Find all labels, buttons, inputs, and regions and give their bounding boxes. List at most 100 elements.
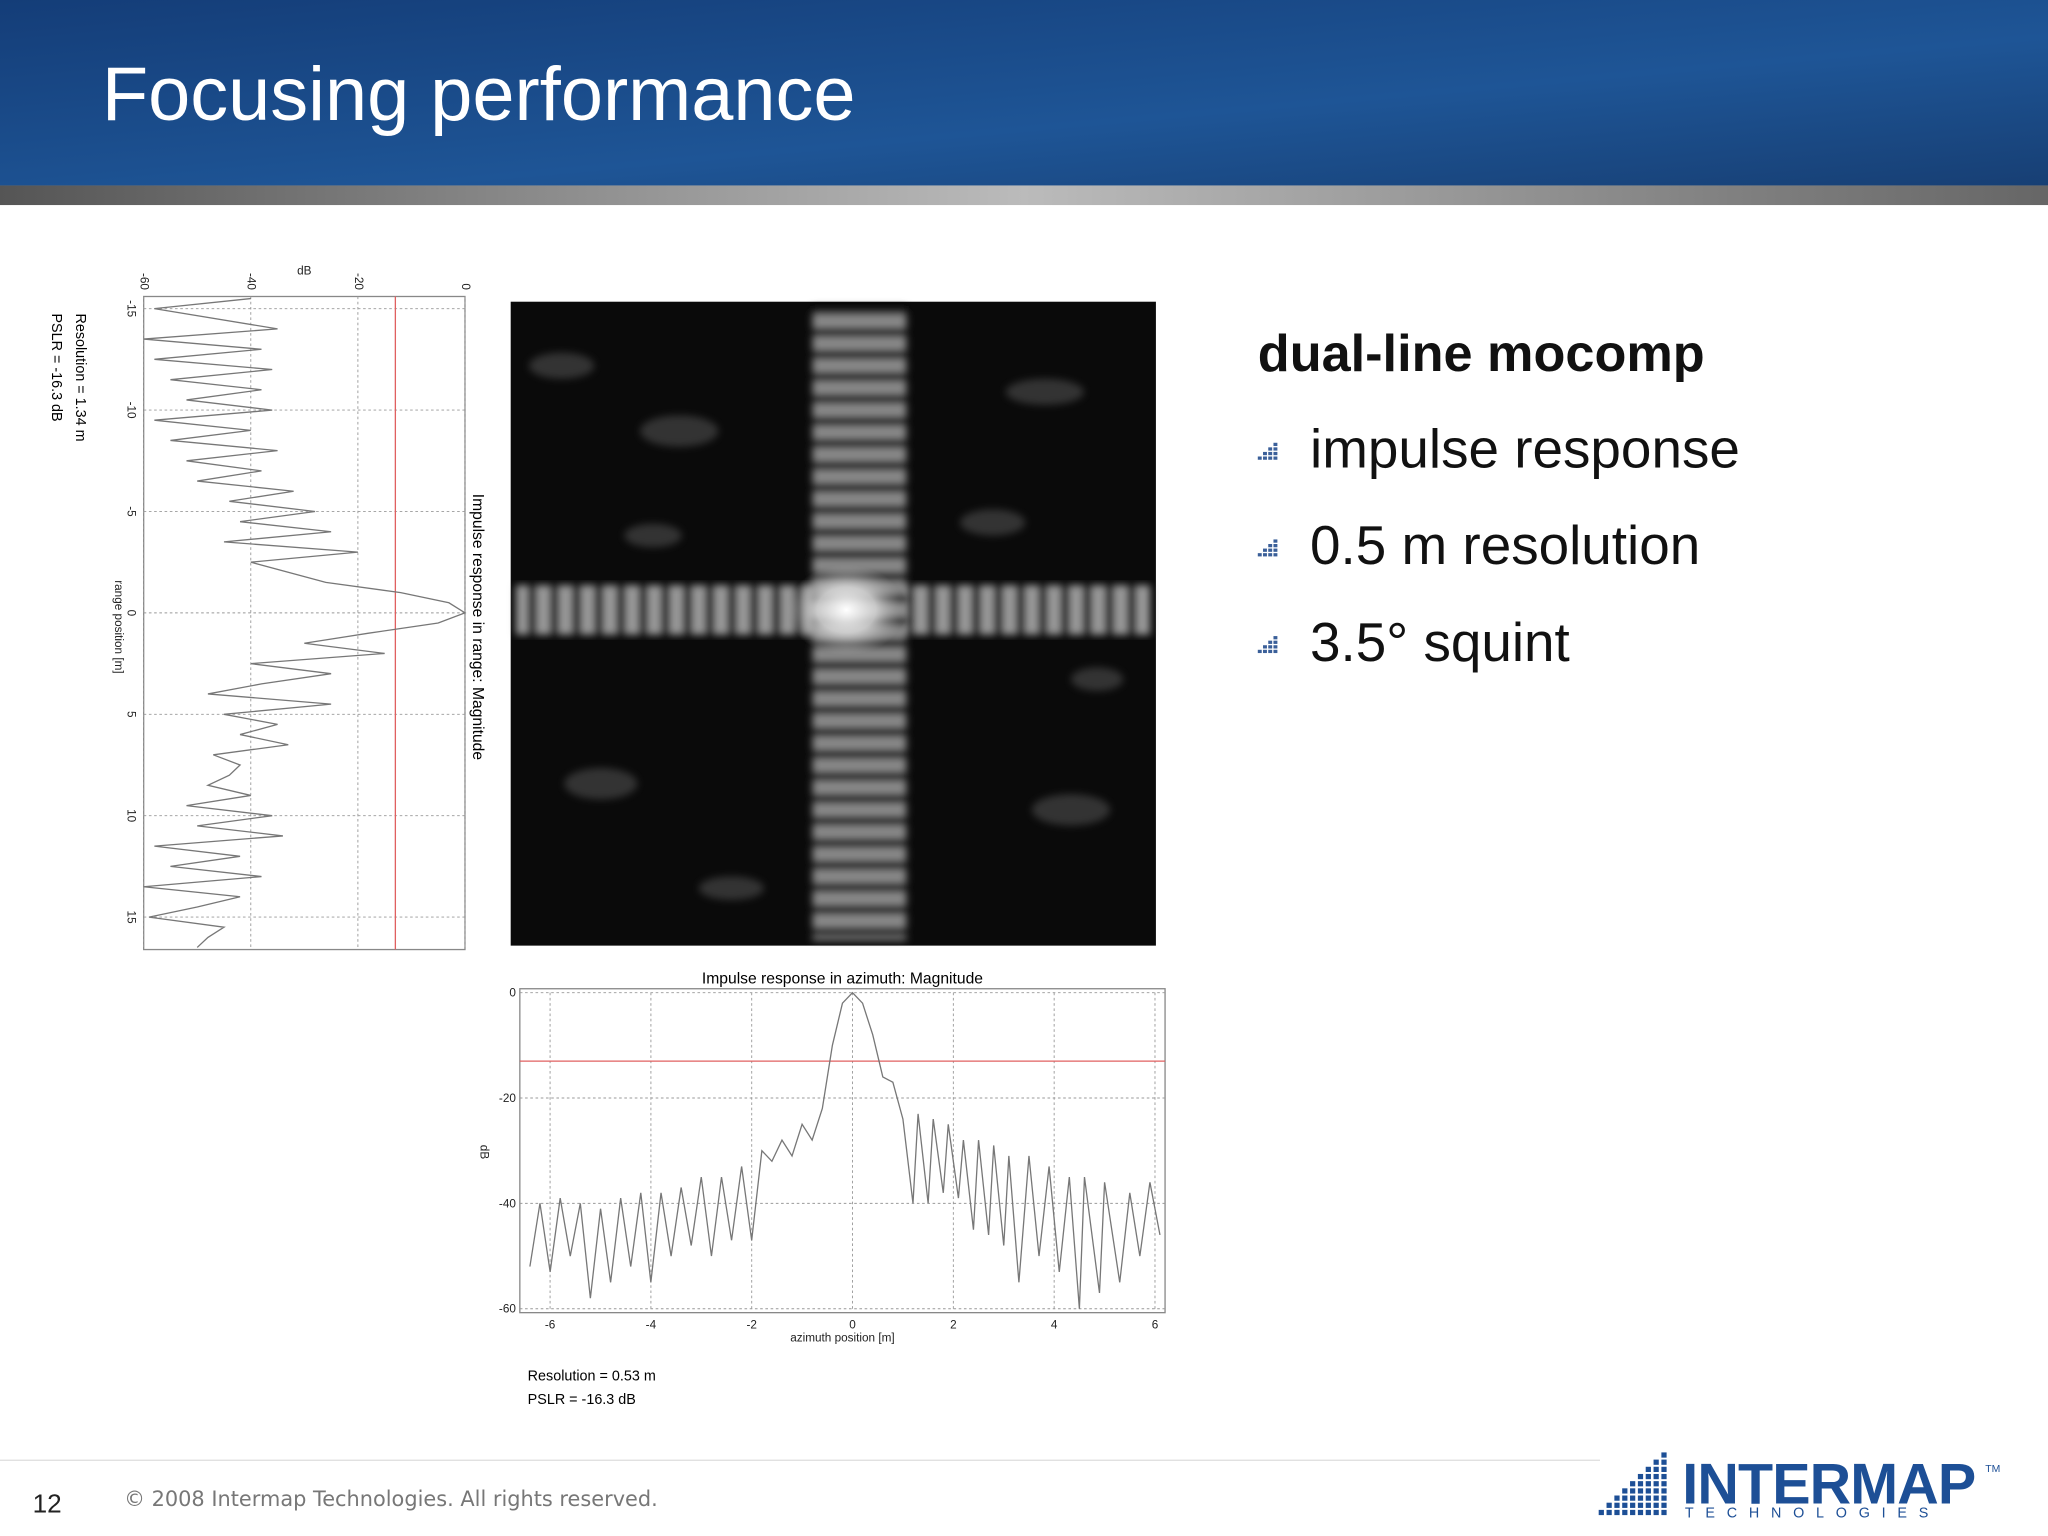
bullet-icon bbox=[1273, 548, 1278, 552]
logo-dot bbox=[1614, 1509, 1620, 1516]
bullet-icon bbox=[1268, 544, 1273, 548]
tick-label: -60 bbox=[499, 1303, 516, 1316]
logo-dot bbox=[1614, 1502, 1620, 1508]
bullet-icon bbox=[1273, 544, 1278, 548]
bullet-icon bbox=[1257, 553, 1262, 557]
impulse-curve bbox=[143, 297, 467, 948]
bullet-icon bbox=[1263, 456, 1267, 460]
logo-dot bbox=[1645, 1481, 1651, 1487]
logo-dot bbox=[1653, 1502, 1659, 1508]
logo-dot bbox=[1637, 1488, 1644, 1494]
plot-frame bbox=[519, 988, 1166, 1314]
tick-label: 0 bbox=[509, 987, 516, 1000]
bullet-text: impulse response bbox=[1310, 418, 1740, 480]
logo-dot bbox=[1661, 1466, 1667, 1472]
logo-dot bbox=[1614, 1495, 1620, 1501]
logo-dot bbox=[1645, 1473, 1651, 1480]
bullet-icon bbox=[1263, 553, 1267, 557]
logo-dot bbox=[1598, 1509, 1604, 1516]
plot-frame bbox=[143, 295, 466, 951]
tick-label: 0 bbox=[459, 283, 472, 290]
bullet-icon bbox=[1273, 636, 1278, 640]
tick-label: -20 bbox=[499, 1092, 516, 1105]
logo-dot bbox=[1645, 1502, 1651, 1508]
logo-dot bbox=[1653, 1488, 1659, 1494]
logo-dot bbox=[1653, 1509, 1659, 1516]
bullet-icon bbox=[1273, 640, 1278, 644]
logo-dot bbox=[1653, 1466, 1659, 1472]
tick-label: -4 bbox=[646, 1318, 657, 1331]
axis-label: dB bbox=[478, 1145, 491, 1160]
logo-dot bbox=[1606, 1509, 1612, 1516]
logo-dot bbox=[1630, 1488, 1636, 1494]
tick-label: -15 bbox=[125, 300, 138, 317]
bullet-icon bbox=[1268, 451, 1273, 456]
bullet-icon bbox=[1273, 456, 1278, 460]
logo-dot bbox=[1630, 1495, 1636, 1501]
tick-label: -5 bbox=[125, 506, 138, 517]
axis-label: dB bbox=[297, 264, 312, 277]
logo-dot bbox=[1661, 1495, 1667, 1501]
sar-image bbox=[510, 301, 1156, 946]
tick-label: -20 bbox=[352, 273, 365, 290]
tick-label: -40 bbox=[499, 1197, 516, 1210]
bullet-icon bbox=[1273, 539, 1278, 543]
tick-label: -60 bbox=[138, 273, 151, 290]
logo-dot bbox=[1661, 1502, 1667, 1508]
bullet-text: 0.5 m resolution bbox=[1310, 514, 1700, 576]
bullet-icon bbox=[1268, 640, 1273, 644]
logo-dot bbox=[1637, 1502, 1644, 1508]
logo-dot bbox=[1637, 1495, 1644, 1501]
logo-dot bbox=[1630, 1502, 1636, 1508]
bullet-icon bbox=[1273, 447, 1278, 451]
annotation: Resolution = 1.34 m bbox=[72, 313, 88, 441]
copyright: © 2008 Intermap Technologies. All rights… bbox=[124, 1487, 658, 1511]
logo-dot bbox=[1630, 1509, 1636, 1516]
tick-label: 5 bbox=[125, 711, 138, 718]
header-band bbox=[0, 0, 2048, 186]
chart-title: Impulse response in azimuth: Magnitude bbox=[702, 971, 983, 988]
bullet-icon bbox=[1263, 649, 1267, 654]
tick-label: 10 bbox=[125, 809, 138, 823]
bullet-icon bbox=[1268, 645, 1273, 649]
bullet-icon bbox=[1268, 548, 1273, 552]
bullet-icon bbox=[1273, 451, 1278, 456]
tick-label: 6 bbox=[1152, 1318, 1159, 1331]
logo-name: INTERMAP bbox=[1682, 1452, 1976, 1516]
axis-label: azimuth position [m] bbox=[790, 1331, 895, 1344]
bullet-icon bbox=[1263, 548, 1267, 552]
tick-label: -2 bbox=[746, 1318, 756, 1331]
bullet-icon bbox=[1268, 456, 1273, 460]
logo-dot bbox=[1653, 1481, 1659, 1487]
bullet-icon bbox=[1273, 553, 1278, 557]
logo-dot bbox=[1661, 1488, 1667, 1494]
annotation: PSLR = -16.3 dB bbox=[528, 1392, 636, 1408]
tick-label: 2 bbox=[950, 1318, 957, 1331]
tick-label: -6 bbox=[545, 1318, 556, 1331]
axis-label: range position [m] bbox=[112, 580, 125, 673]
bullet-icon bbox=[1268, 447, 1273, 451]
logo-dot bbox=[1637, 1473, 1644, 1480]
slide-title: Focusing performance bbox=[102, 52, 856, 137]
tick-label: 0 bbox=[849, 1318, 856, 1331]
impulse-curve bbox=[529, 991, 1161, 1309]
logo-trademark: TM bbox=[1985, 1464, 2000, 1475]
bullet-icon bbox=[1257, 456, 1262, 460]
logo-dot bbox=[1661, 1452, 1667, 1458]
logo-dot bbox=[1622, 1509, 1628, 1516]
tick-label: -10 bbox=[125, 402, 138, 419]
bullet-icon bbox=[1268, 553, 1273, 557]
logo-dot bbox=[1661, 1459, 1667, 1465]
logo: INTERMAP TM TECHNOLOGIES bbox=[1598, 1452, 2000, 1522]
logo-dot bbox=[1645, 1495, 1651, 1501]
logo-dot bbox=[1653, 1495, 1659, 1501]
annotation: Resolution = 0.53 m bbox=[528, 1369, 656, 1385]
bullet-list: impulse response 0.5 m resolution 3.5° squ… bbox=[1257, 418, 1740, 673]
bullet-icon bbox=[1263, 645, 1267, 649]
logo-dot bbox=[1661, 1509, 1667, 1516]
logo-dot bbox=[1622, 1488, 1628, 1494]
tick-label: 15 bbox=[125, 911, 138, 925]
logo-dot bbox=[1645, 1466, 1651, 1472]
annotation: PSLR = -16.3 dB bbox=[48, 313, 64, 421]
